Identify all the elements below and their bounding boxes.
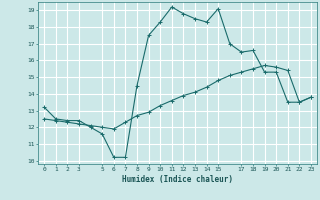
X-axis label: Humidex (Indice chaleur): Humidex (Indice chaleur) [122,175,233,184]
